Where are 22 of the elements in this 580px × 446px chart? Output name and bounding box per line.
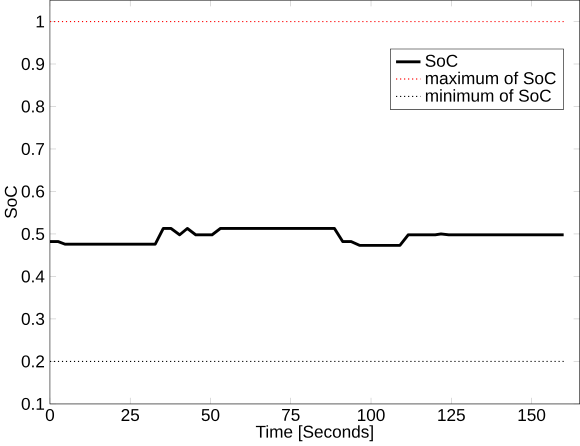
x-tick-label: 150 [518,408,546,422]
y-tick-label: 0.6 [22,185,44,198]
y-tick-label: 0.2 [22,355,44,368]
x-axis-title: Time [Seconds] [256,425,373,442]
y-tick-label: 0.4 [22,270,44,283]
x-tick-label: 50 [202,408,220,422]
y-tick-label: 0.1 [22,398,44,410]
y-tick-label: 0.7 [22,142,44,156]
y-axis-title: SoC [4,186,17,218]
y-tick-label: 0.5 [22,228,44,240]
y-tick-label: 0.9 [22,58,44,70]
legend-label: SoC [426,54,458,67]
y-tick-label: 1 [36,16,44,28]
x-tick-label: 125 [438,408,465,422]
legend-label: minimum of SoC [426,89,551,102]
x-tick-label: 100 [358,408,385,422]
y-tick-label: 0.8 [22,100,44,113]
legend-label: maximum of SoC [426,72,556,84]
x-tick-label: 25 [122,408,140,422]
x-tick-label: 75 [282,408,300,421]
x-tick-label: 0 [46,408,54,422]
y-tick-label: 0.3 [22,312,44,326]
